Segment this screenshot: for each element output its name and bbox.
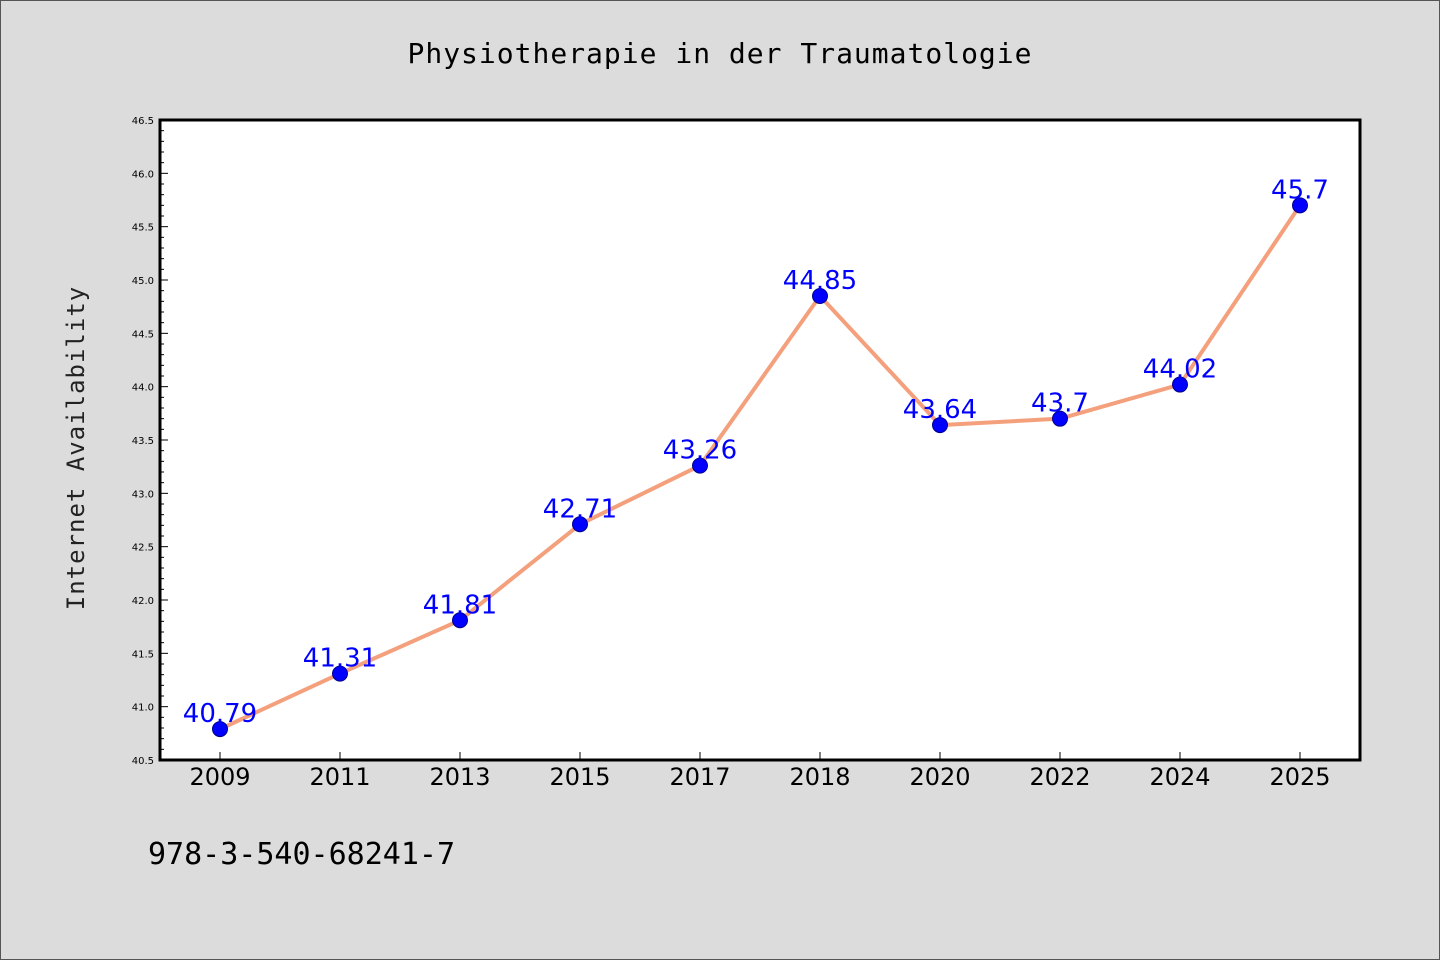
data-point [812, 288, 828, 304]
y-tick-label: 44.5 [132, 329, 154, 340]
data-label: 45.7 [1271, 175, 1329, 205]
chart-title: Physiotherapie in der Traumatologie [407, 37, 1032, 70]
y-tick-label: 43.5 [132, 436, 154, 447]
x-tick-label: 2013 [429, 763, 490, 791]
data-label: 44.02 [1143, 355, 1217, 385]
y-tick-label: 46.0 [132, 169, 154, 180]
data-point [332, 665, 348, 682]
data-point [932, 417, 948, 434]
x-tick-label: 2009 [189, 763, 250, 791]
series-line [218, 203, 1302, 732]
data-point [212, 721, 228, 738]
data-label: 43.26 [663, 436, 737, 466]
data-label: 42.71 [543, 494, 617, 524]
data-label: 41.81 [423, 590, 497, 620]
x-tick-label: 2024 [1149, 763, 1210, 791]
y-tick-label: 41.0 [132, 703, 154, 714]
y-tick-label: 40.5 [132, 756, 154, 767]
x-tick-label: 2015 [549, 763, 610, 791]
x-tick-label: 2020 [909, 763, 970, 791]
y-tick-label: 46.5 [132, 116, 154, 127]
data-point [1292, 197, 1308, 214]
plot-area [158, 118, 1362, 762]
y-tick-label: 42.0 [132, 596, 154, 607]
data-point [572, 516, 588, 533]
data-label: 40.79 [183, 699, 257, 729]
data-point [692, 457, 708, 474]
x-tick-label: 2017 [669, 763, 730, 791]
isbn-label: 978-3-540-68241-7 [148, 837, 455, 872]
y-tick-label: 45.0 [132, 276, 154, 287]
data-label: 44.85 [783, 266, 857, 296]
data-point [452, 612, 468, 629]
x-tick-label: 2022 [1029, 763, 1090, 791]
x-tick-label: 2011 [309, 763, 370, 791]
y-tick-label: 42.5 [132, 543, 154, 554]
x-tick-label: 2025 [1269, 763, 1330, 791]
x-axis: 2009 2011 2013 2015 2017 2018 2020 2022 2024 2025 [189, 752, 1331, 791]
data-label: 43.64 [903, 395, 977, 425]
data-point [1052, 410, 1068, 427]
y-tick-label: 43.0 [132, 489, 154, 500]
y-tick-label: 41.5 [132, 649, 154, 660]
series-internet-availability: 40.79 41.31 41.81 42.71 43.26 44.85 43.64 43.7 4… [183, 175, 1329, 738]
y-axis-label: Internet Availability [62, 286, 90, 610]
y-tick-label: 44.0 [132, 383, 154, 394]
y-tick-label: 45.5 [132, 223, 154, 234]
data-point [1172, 376, 1188, 393]
data-label: 41.31 [303, 644, 377, 674]
data-label: 43.7 [1031, 389, 1089, 419]
y-axis: 40.5 41.0 41.5 42.0 42.5 43.0 43.5 44.0 44.5 45.0… [132, 116, 168, 767]
x-tick-label: 2018 [789, 763, 850, 791]
